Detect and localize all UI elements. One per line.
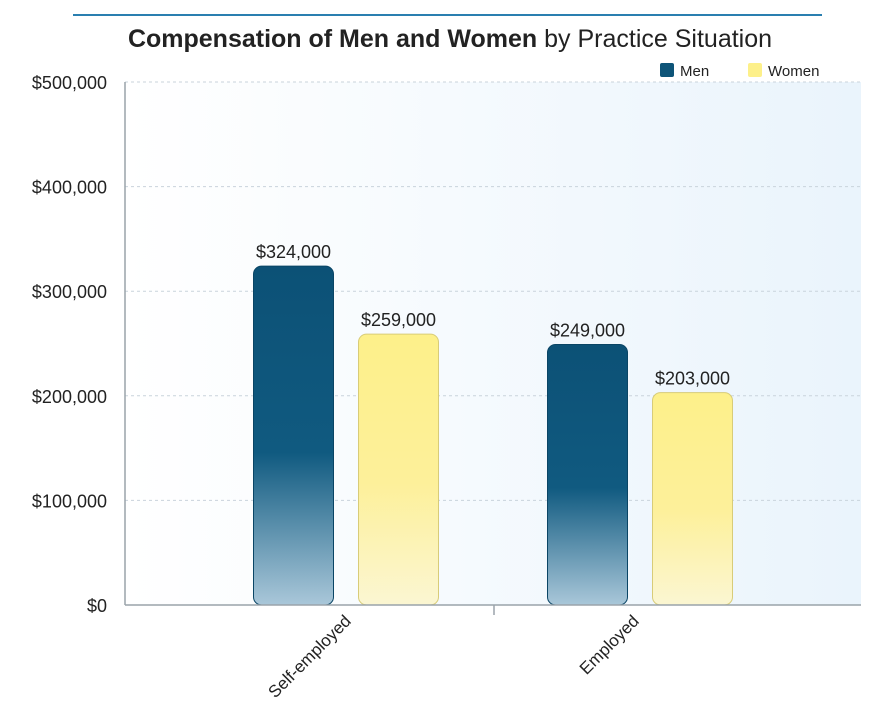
y-tick-label: $100,000 bbox=[32, 491, 107, 511]
legend-swatch-women bbox=[748, 63, 762, 77]
legend-label-men: Men bbox=[680, 63, 709, 80]
chart-title-rest: by Practice Situation bbox=[537, 25, 772, 53]
y-tick-label: $300,000 bbox=[32, 282, 107, 302]
bar-value-label: $324,000 bbox=[256, 242, 331, 262]
legend-swatch-men bbox=[660, 63, 674, 77]
bar-value-label: $259,000 bbox=[361, 310, 436, 330]
y-tick-label: $200,000 bbox=[32, 387, 107, 407]
legend: Men Women bbox=[660, 63, 819, 80]
legend-label-women: Women bbox=[768, 63, 819, 80]
x-axis: Self-employed Employed bbox=[125, 604, 861, 702]
y-tick-label: $500,000 bbox=[32, 73, 107, 93]
y-tick-label: $400,000 bbox=[32, 178, 107, 198]
gridlines bbox=[125, 81, 861, 501]
bar-value-labels: $324,000 $259,000 $249,000 $203,000 bbox=[256, 242, 730, 389]
bar-men-employed bbox=[547, 344, 628, 606]
chart-title-bold: Compensation of Men and Women bbox=[128, 25, 537, 53]
bar-value-label: $249,000 bbox=[550, 321, 625, 341]
bar-women-self-employed bbox=[358, 333, 439, 606]
bar-value-label: $203,000 bbox=[655, 369, 730, 389]
chart-title: Compensation of Men and Women by Practic… bbox=[128, 25, 772, 53]
x-tick-label: Self-employed bbox=[265, 611, 355, 701]
bar-women-employed bbox=[652, 392, 733, 606]
x-tick-label: Employed bbox=[576, 611, 643, 678]
bar-men-self-employed bbox=[253, 265, 334, 606]
y-axis: $0 $100,000 $200,000 $300,000 $400,000 $500,0… bbox=[32, 73, 126, 616]
y-tick-label: $0 bbox=[87, 596, 107, 616]
plot-area bbox=[125, 82, 861, 605]
bars bbox=[253, 265, 733, 606]
